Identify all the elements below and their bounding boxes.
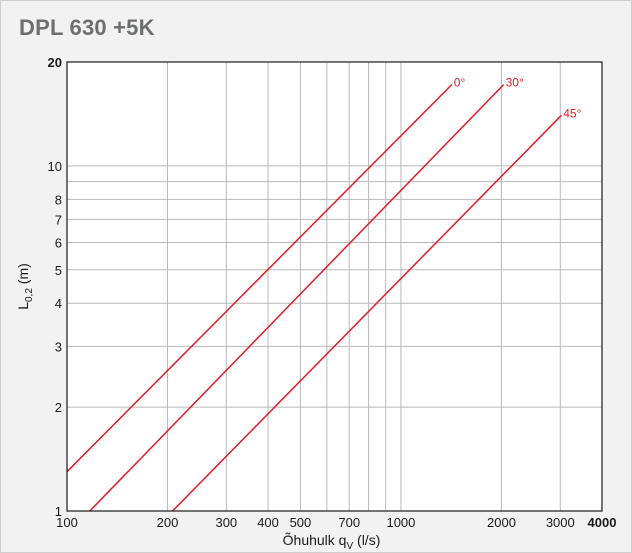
y-tick-label: 4	[55, 296, 62, 311]
y-tick-labels: 1 2 3 4 5 6 7 8 10 20	[48, 55, 62, 519]
x-axis-label-unit: (l/s)	[353, 532, 380, 548]
y-tick-label: 6	[55, 235, 62, 250]
y-tick-label: 10	[48, 159, 62, 174]
y-tick-label: 5	[55, 263, 62, 278]
series-label: 45°	[563, 106, 581, 120]
y-tick-label: 8	[55, 192, 62, 207]
x-tick-label: 2000	[487, 515, 516, 530]
x-tick-labels: 100 200 300 400 500 700 1000 2000 3000 4000	[56, 515, 616, 530]
y-tick-label: 20	[48, 55, 62, 70]
x-tick-label: 400	[257, 515, 279, 530]
series-line	[89, 84, 505, 512]
x-axis-label-main: Õhuhulk q	[283, 532, 347, 548]
series-label: 30°	[506, 76, 524, 90]
series-label: 0°	[454, 76, 466, 90]
y-tick-label: 1	[55, 504, 62, 519]
x-tick-label: 4000	[588, 515, 617, 530]
page-title: DPL 630 +5K	[19, 15, 155, 40]
x-tick-label: 300	[215, 515, 237, 530]
series-lines: 0° 30° 45°	[66, 76, 582, 512]
x-tick-label: 100	[56, 515, 78, 530]
x-tick-label: 700	[338, 515, 360, 530]
x-axis-label: Õhuhulk qV (l/s)	[283, 532, 381, 552]
x-tick-label: 200	[157, 515, 179, 530]
plot-area	[67, 62, 602, 511]
x-axis-label-sub: V	[346, 541, 353, 552]
plot-border	[66, 61, 603, 512]
y-axis-label-main: L	[15, 302, 31, 310]
y-axis-label-unit: (m)	[15, 263, 31, 288]
x-tick-label: 3000	[546, 515, 575, 530]
x-tick-label: 500	[290, 515, 312, 530]
x-tick-label: 1000	[386, 515, 415, 530]
series-line	[66, 84, 453, 473]
y-tick-label: 2	[55, 400, 62, 415]
series-line	[171, 114, 562, 512]
y-axis-label: L0,2 (m)	[15, 263, 35, 310]
grid	[67, 62, 602, 511]
y-tick-label: 3	[55, 339, 62, 354]
y-axis-label-sub: 0,2	[24, 288, 35, 302]
y-tick-label: 7	[55, 212, 62, 227]
